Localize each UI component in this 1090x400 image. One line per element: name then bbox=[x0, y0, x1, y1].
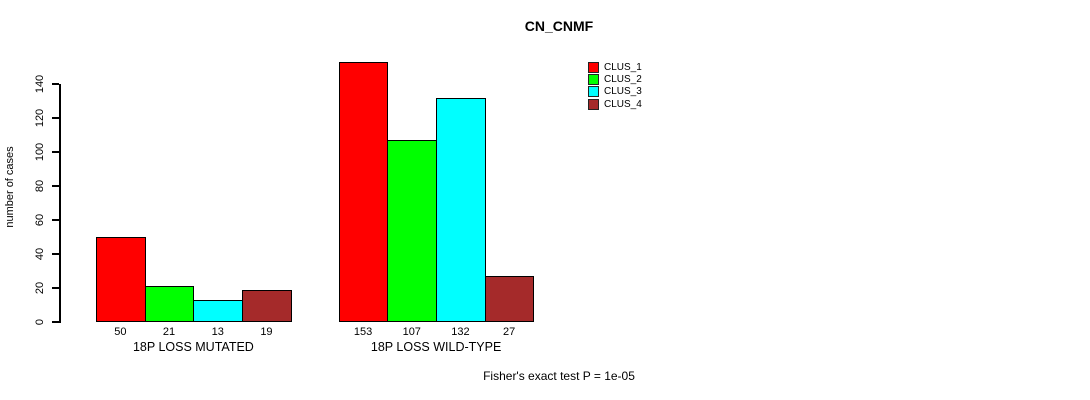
bar-value-label: 107 bbox=[402, 326, 421, 338]
bar-clus_4-2 bbox=[484, 276, 535, 322]
bar-clus_3-1 bbox=[193, 299, 244, 322]
y-tick-label: 80 bbox=[34, 179, 46, 193]
y-tick-mark bbox=[52, 151, 59, 153]
bar-value-label: 27 bbox=[503, 326, 516, 338]
y-tick-label: 40 bbox=[34, 247, 46, 261]
legend-item-clus_1: CLUS_1 bbox=[588, 61, 642, 73]
x-category-label: 18P LOSS MUTATED bbox=[132, 340, 254, 354]
legend-label: CLUS_2 bbox=[604, 73, 642, 85]
y-tick-label: 60 bbox=[34, 213, 46, 227]
bar-value-label: 132 bbox=[451, 326, 470, 338]
legend-label: CLUS_1 bbox=[604, 61, 642, 73]
legend-swatch bbox=[588, 86, 599, 98]
legend-swatch bbox=[588, 98, 599, 110]
y-axis-label: number of cases bbox=[4, 146, 16, 228]
legend-label: CLUS_3 bbox=[604, 86, 642, 98]
y-tick-mark bbox=[52, 219, 59, 221]
bar-clus_2-2 bbox=[387, 140, 438, 322]
y-tick-mark bbox=[52, 287, 59, 289]
y-tick-label: 140 bbox=[34, 74, 46, 94]
legend-label: CLUS_4 bbox=[604, 98, 642, 110]
bar-clus_4-1 bbox=[242, 289, 292, 322]
bar-value-label: 50 bbox=[114, 326, 127, 338]
y-tick-mark bbox=[52, 83, 59, 85]
chart-title: CN_CNMF bbox=[524, 18, 594, 34]
bar-clus_2-1 bbox=[144, 286, 195, 322]
bar-clus_3-2 bbox=[436, 97, 486, 322]
bar-clus_1-1 bbox=[96, 237, 146, 322]
bar-value-label: 153 bbox=[353, 326, 373, 338]
y-tick-mark bbox=[52, 117, 59, 119]
y-tick-mark bbox=[52, 185, 59, 187]
y-tick-mark bbox=[52, 253, 59, 255]
y-tick-label: 100 bbox=[34, 142, 46, 162]
x-category-label: 18P LOSS WILD-TYPE bbox=[370, 340, 502, 354]
legend-swatch bbox=[588, 61, 599, 73]
y-tick-label: 0 bbox=[34, 318, 46, 326]
bar-value-label: 19 bbox=[260, 326, 273, 338]
legend: CLUS_1 CLUS_2 CLUS_3 CLUS_4 bbox=[588, 61, 642, 112]
y-axis-line bbox=[59, 84, 61, 323]
legend-swatch bbox=[588, 73, 599, 85]
y-tick-label: 20 bbox=[34, 281, 46, 295]
legend-item-clus_2: CLUS_2 bbox=[588, 73, 642, 85]
footer-note: Fisher's exact test P = 1e-05 bbox=[483, 369, 635, 383]
y-tick-label: 120 bbox=[34, 108, 46, 128]
y-tick-mark bbox=[52, 321, 59, 323]
bar-value-label: 13 bbox=[211, 326, 224, 338]
bar-value-label: 21 bbox=[162, 326, 176, 338]
legend-item-clus_3: CLUS_3 bbox=[588, 86, 642, 98]
legend-item-clus_4: CLUS_4 bbox=[588, 98, 642, 110]
bar-clus_1-2 bbox=[338, 61, 389, 322]
